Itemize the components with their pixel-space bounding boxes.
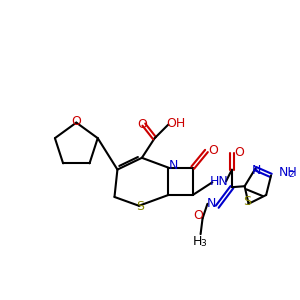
Text: NH: NH — [279, 166, 298, 179]
Text: N: N — [169, 159, 178, 172]
Text: O: O — [194, 209, 204, 222]
Text: S: S — [244, 195, 252, 208]
Text: 2: 2 — [289, 170, 294, 179]
Text: H: H — [193, 235, 202, 248]
Text: OH: OH — [167, 117, 186, 130]
Text: O: O — [71, 115, 81, 128]
Text: S: S — [136, 200, 144, 213]
Text: HN: HN — [210, 175, 229, 188]
Text: O: O — [137, 118, 147, 131]
Text: N: N — [207, 197, 216, 210]
Text: 3: 3 — [201, 239, 206, 248]
Text: O: O — [208, 145, 218, 158]
Text: N: N — [252, 164, 261, 177]
Text: O: O — [234, 146, 244, 159]
